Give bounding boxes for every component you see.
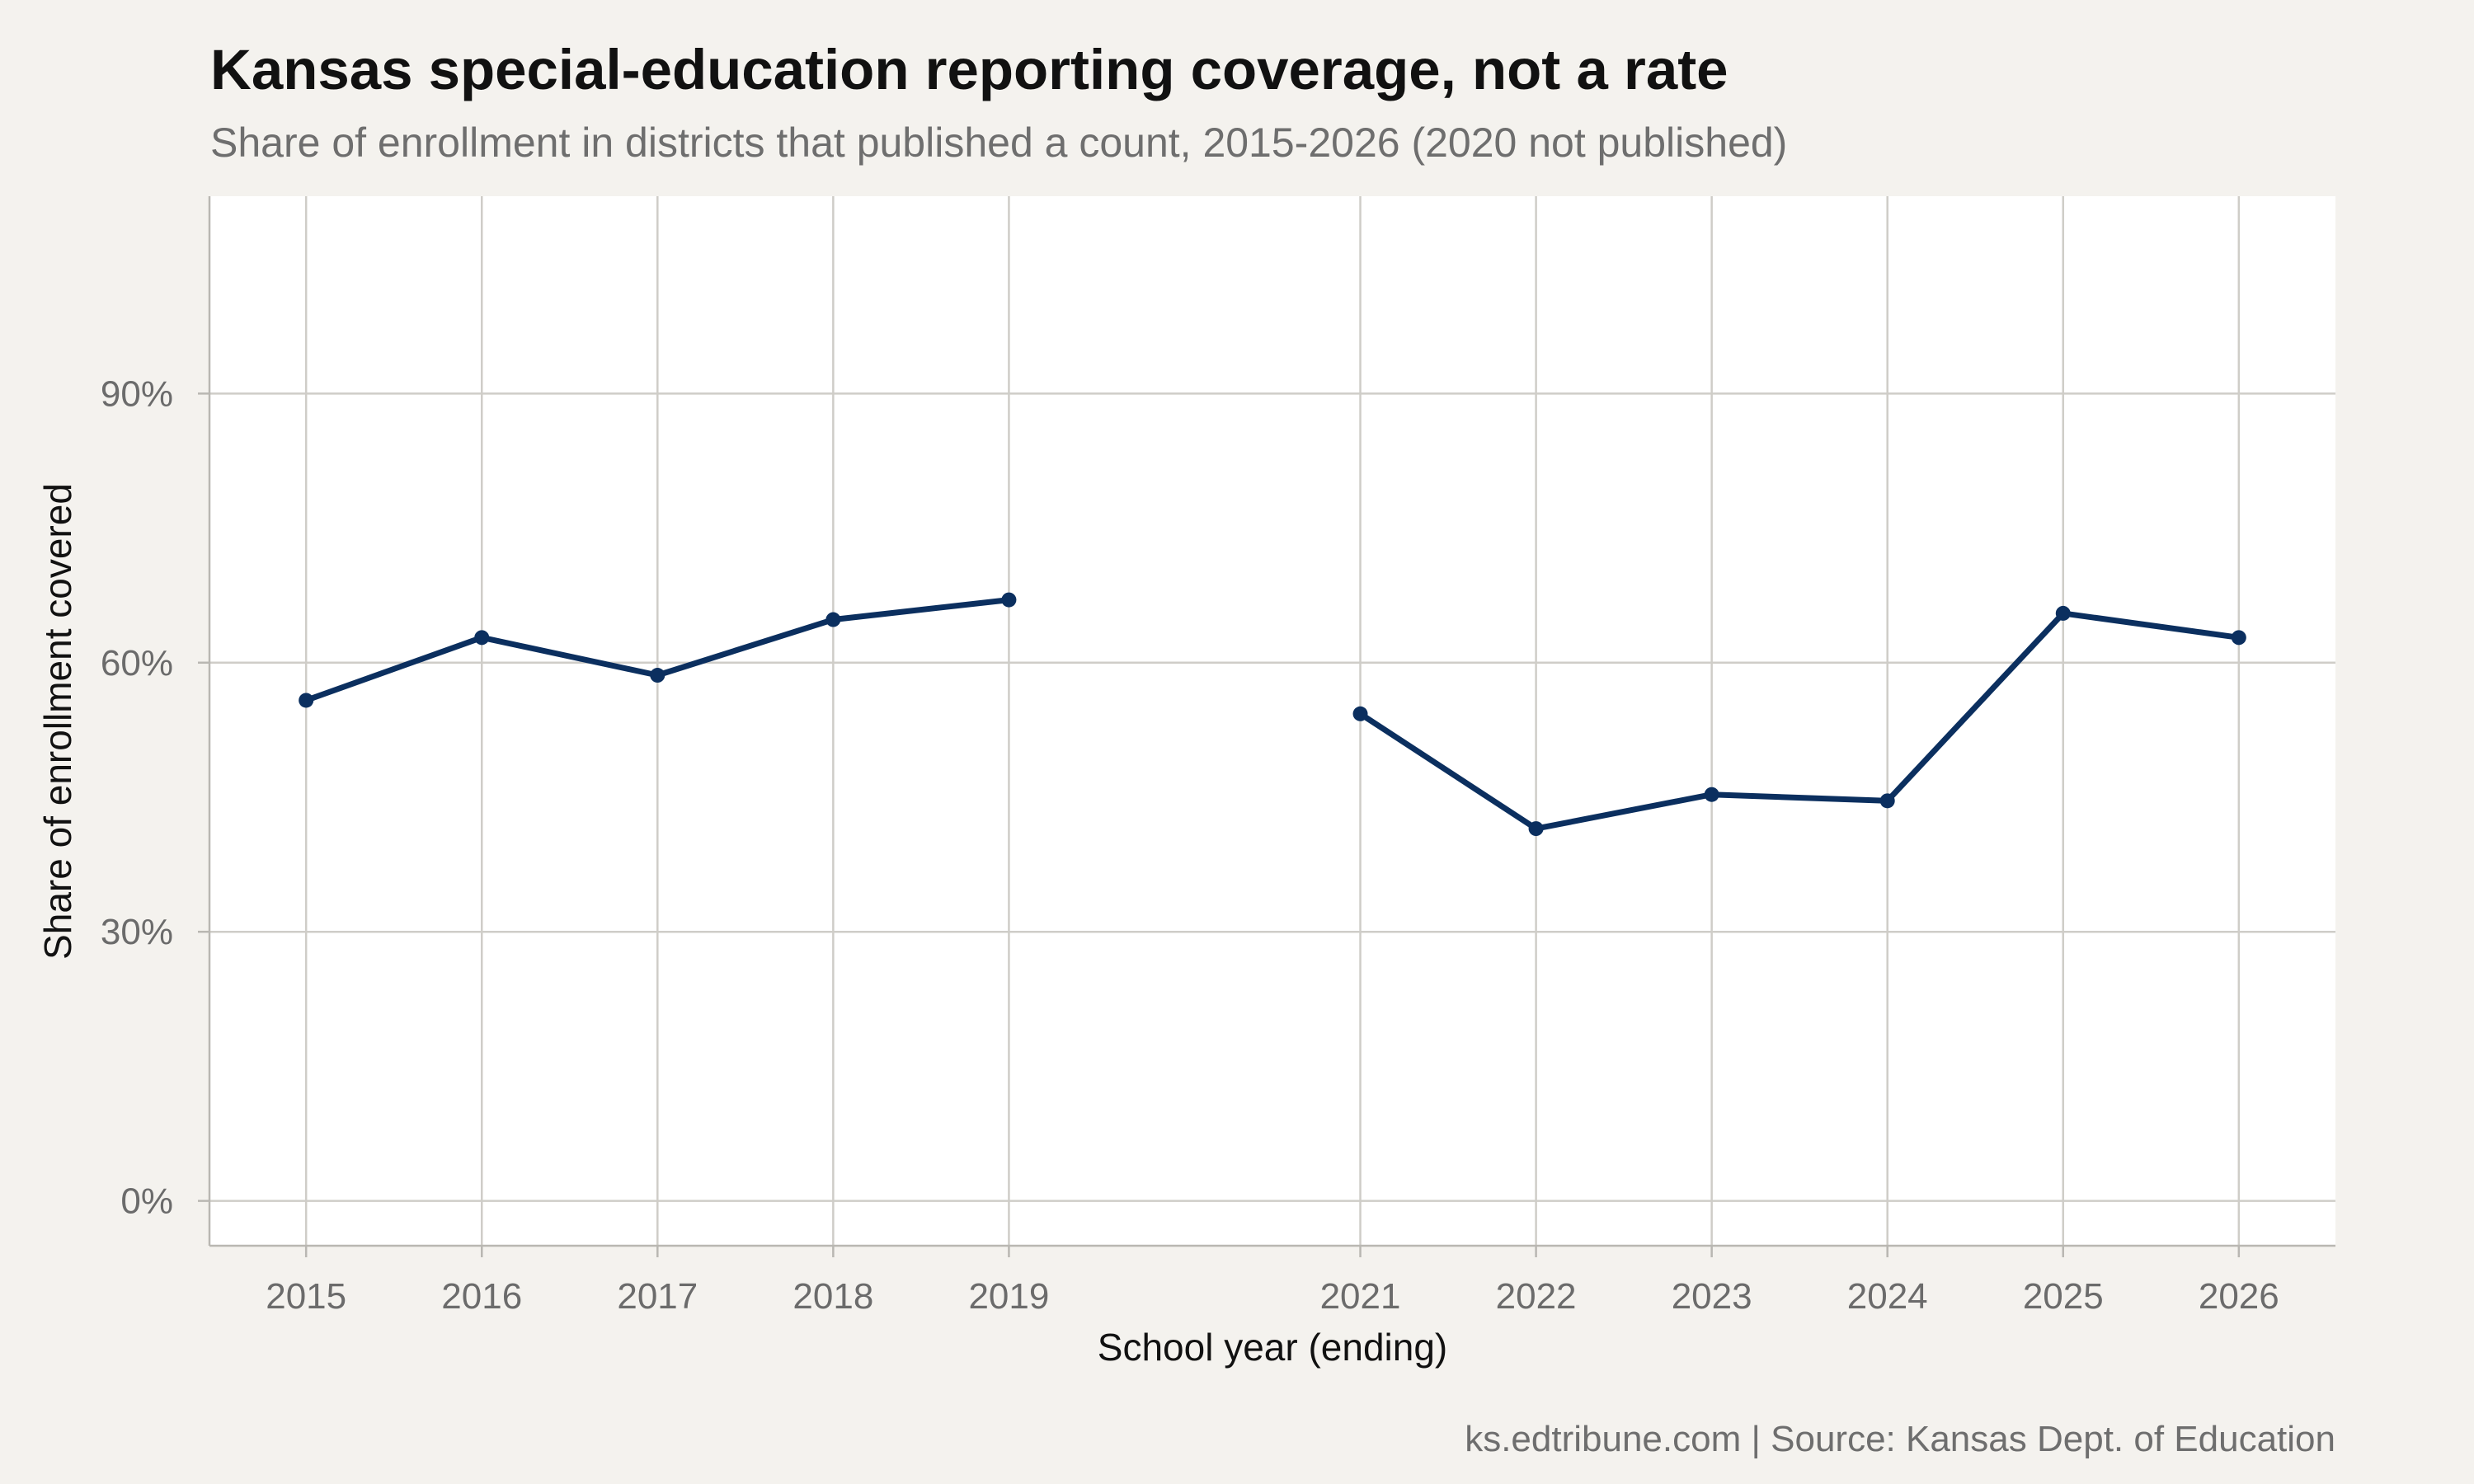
series-points	[299, 592, 2246, 837]
plot-panel	[209, 196, 2335, 1246]
data-point	[299, 693, 314, 708]
x-tick-label: 2026	[2199, 1276, 2279, 1317]
data-point	[1001, 592, 1017, 608]
series-line-segment	[1357, 610, 2242, 832]
x-tick-label: 2016	[441, 1276, 522, 1317]
y-axis-title: Share of enrollment covered	[36, 483, 79, 960]
y-tick-label: 60%	[101, 643, 173, 683]
x-tick-label: 2022	[1496, 1276, 1577, 1317]
y-tick-label: 30%	[101, 912, 173, 952]
x-axis-ticks: 2015 2016 2017 2018 2019 2021 2022 2023 2024 2025…	[266, 1246, 2279, 1317]
chart-title: Kansas special-education reporting cover…	[210, 38, 1729, 101]
x-axis-title: School year (ending)	[1098, 1326, 1447, 1369]
data-point	[825, 612, 841, 627]
data-point	[1704, 787, 1719, 802]
x-tick-label: 2024	[1847, 1276, 1928, 1317]
data-point	[1528, 821, 1544, 837]
y-tick-label: 90%	[101, 373, 173, 414]
x-tick-label: 2018	[793, 1276, 873, 1317]
data-point	[650, 668, 666, 683]
x-tick-label: 2021	[1320, 1276, 1401, 1317]
y-gridlines	[209, 392, 2335, 1202]
x-tick-label: 2025	[2023, 1276, 2104, 1317]
data-point	[1352, 706, 1368, 721]
y-tick-label: 0%	[120, 1181, 173, 1222]
data-point	[1879, 793, 1895, 809]
y-axis-ticks: 0% 30% 60% 90%	[101, 373, 209, 1222]
x-tick-label: 2015	[266, 1276, 346, 1317]
data-point	[474, 630, 490, 646]
x-tick-label: 2023	[1672, 1276, 1752, 1317]
data-point	[2055, 605, 2071, 621]
x-tick-label: 2019	[968, 1276, 1049, 1317]
x-tick-label: 2017	[617, 1276, 698, 1317]
chart-caption: ks.edtribune.com | Source: Kansas Dept. …	[1465, 1419, 2335, 1459]
chart-subtitle: Share of enrollment in districts that pu…	[210, 120, 1787, 166]
data-point	[2231, 630, 2246, 646]
